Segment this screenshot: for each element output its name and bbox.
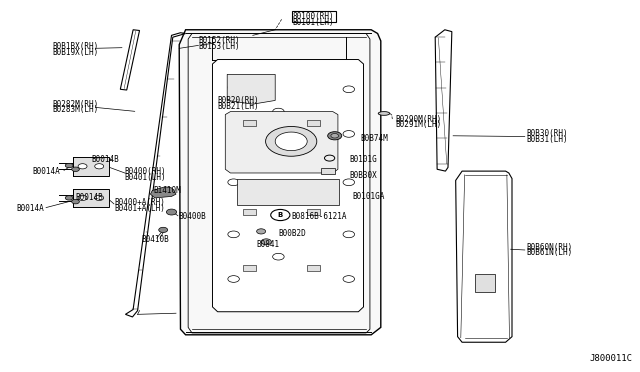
Circle shape — [95, 164, 104, 169]
Bar — [307, 265, 320, 271]
Text: B0101(LH): B0101(LH) — [292, 18, 335, 27]
Circle shape — [159, 227, 168, 232]
Circle shape — [72, 167, 79, 171]
Circle shape — [273, 108, 284, 115]
Text: B0B1BX(RH): B0B1BX(RH) — [52, 42, 99, 51]
Bar — [243, 120, 256, 126]
Text: B0283M(LH): B0283M(LH) — [52, 105, 99, 114]
Circle shape — [343, 276, 355, 282]
Bar — [475, 274, 495, 292]
Circle shape — [228, 276, 239, 282]
Text: B0290M(RH): B0290M(RH) — [396, 115, 442, 124]
Bar — [73, 189, 109, 207]
Polygon shape — [150, 187, 176, 198]
Circle shape — [78, 164, 87, 169]
Text: B0B60N(RH): B0B60N(RH) — [526, 243, 572, 252]
Text: B0B61N(LH): B0B61N(LH) — [526, 248, 572, 257]
Circle shape — [328, 132, 342, 140]
Circle shape — [228, 231, 239, 238]
Text: B0B19X(LH): B0B19X(LH) — [52, 48, 99, 57]
Text: B: B — [278, 212, 283, 218]
Text: B0400(RH): B0400(RH) — [125, 167, 166, 176]
Circle shape — [261, 239, 271, 245]
Circle shape — [266, 126, 317, 156]
Circle shape — [234, 88, 246, 94]
Ellipse shape — [378, 112, 390, 115]
Text: B0B30X: B0B30X — [349, 171, 377, 180]
Circle shape — [331, 134, 339, 138]
Bar — [243, 265, 256, 271]
Circle shape — [228, 131, 239, 137]
Text: B0291M(LH): B0291M(LH) — [396, 120, 442, 129]
Circle shape — [257, 229, 266, 234]
Text: B0400+A(RH): B0400+A(RH) — [114, 198, 164, 207]
Text: B0B21(LH): B0B21(LH) — [218, 102, 259, 110]
Text: B0101GA: B0101GA — [353, 192, 385, 201]
Text: B0153(LH): B0153(LH) — [198, 42, 240, 51]
Circle shape — [65, 196, 73, 200]
Text: B0B30(RH): B0B30(RH) — [526, 129, 568, 138]
Text: B0816B-6121A: B0816B-6121A — [291, 212, 347, 221]
Text: B0841: B0841 — [256, 240, 279, 249]
Text: 80100(RH): 80100(RH) — [292, 12, 335, 21]
Polygon shape — [125, 33, 186, 317]
Bar — [307, 209, 320, 215]
Polygon shape — [227, 74, 275, 104]
Circle shape — [273, 253, 284, 260]
Bar — [307, 120, 320, 126]
Text: B0B31(LH): B0B31(LH) — [526, 135, 568, 144]
Text: B0014A: B0014A — [16, 204, 44, 213]
Circle shape — [271, 209, 290, 221]
Text: J800011C: J800011C — [589, 354, 632, 363]
Text: B0152(RH): B0152(RH) — [198, 36, 240, 45]
Polygon shape — [179, 30, 381, 335]
Circle shape — [343, 231, 355, 238]
Bar — [321, 168, 335, 174]
Text: B0401+A(LH): B0401+A(LH) — [114, 204, 164, 213]
Circle shape — [343, 179, 355, 186]
Text: B0401(LH): B0401(LH) — [125, 173, 166, 182]
Text: B0400B: B0400B — [178, 212, 205, 221]
Text: B0014A: B0014A — [32, 167, 60, 176]
Polygon shape — [435, 30, 452, 171]
Circle shape — [228, 84, 239, 91]
Text: B00B2D: B00B2D — [278, 229, 306, 238]
Bar — [243, 209, 256, 215]
Polygon shape — [225, 112, 338, 173]
Circle shape — [343, 86, 355, 93]
Circle shape — [65, 163, 73, 168]
Circle shape — [228, 179, 239, 186]
Text: B0410B: B0410B — [141, 235, 169, 244]
Circle shape — [72, 199, 79, 204]
Text: B0014B: B0014B — [76, 193, 103, 202]
Polygon shape — [120, 30, 140, 90]
Polygon shape — [456, 171, 512, 342]
Text: B0B74M: B0B74M — [360, 134, 388, 143]
Circle shape — [234, 134, 246, 141]
Circle shape — [273, 153, 284, 160]
Circle shape — [273, 198, 284, 204]
Polygon shape — [237, 179, 339, 205]
Circle shape — [343, 131, 355, 137]
Polygon shape — [212, 60, 364, 312]
Text: B0014B: B0014B — [91, 155, 118, 164]
Text: B0282M(RH): B0282M(RH) — [52, 100, 99, 109]
Text: B0101G: B0101G — [349, 155, 377, 164]
Circle shape — [78, 195, 87, 201]
Circle shape — [166, 209, 177, 215]
Circle shape — [275, 132, 307, 151]
Text: B1410M: B1410M — [154, 186, 181, 195]
Circle shape — [95, 195, 104, 201]
Bar — [73, 157, 109, 176]
Text: B0B20(RH): B0B20(RH) — [218, 96, 259, 105]
